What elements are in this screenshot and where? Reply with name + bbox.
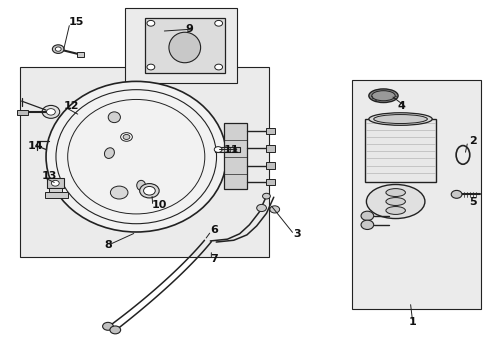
Ellipse shape: [366, 184, 424, 219]
Text: 12: 12: [64, 102, 80, 112]
Bar: [144, 18, 224, 73]
Circle shape: [360, 211, 373, 221]
Bar: [17, 110, 27, 115]
Ellipse shape: [104, 148, 114, 158]
Bar: [20, 67, 268, 257]
Ellipse shape: [168, 32, 200, 63]
Ellipse shape: [385, 189, 405, 197]
Circle shape: [214, 21, 222, 26]
Circle shape: [51, 180, 59, 186]
Bar: [215, 147, 239, 152]
Bar: [77, 52, 84, 57]
Circle shape: [214, 147, 222, 152]
Circle shape: [360, 220, 373, 229]
Bar: [47, 178, 64, 188]
Bar: [265, 145, 274, 152]
Text: 6: 6: [210, 225, 218, 235]
Ellipse shape: [368, 89, 397, 103]
Text: 15: 15: [69, 17, 84, 27]
Ellipse shape: [46, 81, 226, 232]
Circle shape: [55, 47, 61, 51]
Circle shape: [110, 326, 121, 334]
Text: 14: 14: [27, 141, 43, 151]
Text: 4: 4: [397, 102, 405, 112]
Circle shape: [110, 186, 128, 199]
Circle shape: [143, 186, 155, 195]
Ellipse shape: [373, 114, 427, 123]
Bar: [44, 192, 68, 198]
Bar: [265, 162, 274, 169]
Circle shape: [269, 206, 279, 213]
Bar: [265, 128, 274, 134]
Text: 3: 3: [293, 229, 300, 239]
Circle shape: [147, 21, 155, 26]
Text: 11: 11: [224, 144, 239, 154]
Circle shape: [450, 190, 461, 198]
Text: 9: 9: [185, 24, 193, 34]
Bar: [365, 119, 435, 182]
Bar: [265, 179, 274, 185]
Circle shape: [262, 193, 270, 199]
Text: 10: 10: [152, 200, 167, 210]
Ellipse shape: [371, 91, 394, 101]
Circle shape: [123, 134, 130, 139]
Text: 13: 13: [42, 171, 58, 181]
Ellipse shape: [385, 198, 405, 206]
Bar: [49, 188, 61, 194]
Text: 8: 8: [104, 239, 112, 249]
Circle shape: [46, 109, 55, 115]
Text: 5: 5: [468, 197, 475, 207]
Circle shape: [214, 64, 222, 70]
Bar: [125, 8, 237, 83]
Bar: [351, 80, 480, 309]
Ellipse shape: [385, 207, 405, 215]
Text: 7: 7: [210, 254, 218, 264]
Circle shape: [121, 133, 132, 141]
Text: 1: 1: [408, 317, 416, 327]
Circle shape: [102, 322, 113, 330]
Ellipse shape: [368, 113, 431, 125]
Bar: [224, 123, 247, 189]
Circle shape: [256, 204, 266, 212]
Circle shape: [140, 184, 159, 198]
Ellipse shape: [137, 180, 145, 190]
Ellipse shape: [108, 112, 120, 123]
Circle shape: [147, 64, 155, 70]
Text: 2: 2: [468, 136, 476, 145]
Circle shape: [42, 105, 60, 118]
Circle shape: [52, 45, 64, 53]
